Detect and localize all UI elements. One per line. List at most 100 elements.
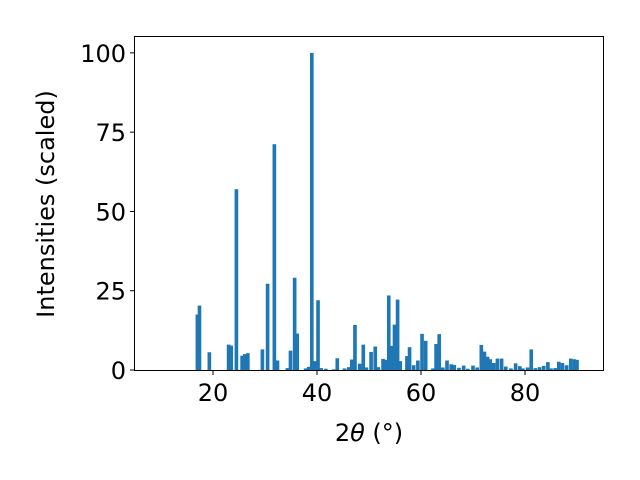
x-axis-label: 2θ (°) — [335, 419, 403, 447]
bar — [335, 358, 340, 370]
bar — [369, 351, 373, 370]
bar — [240, 355, 244, 370]
bar — [398, 361, 403, 370]
bar — [313, 361, 317, 370]
bar — [560, 363, 565, 370]
bar — [517, 366, 522, 370]
bar — [361, 344, 366, 370]
bar — [288, 350, 293, 370]
bar — [541, 365, 546, 370]
bar — [441, 367, 445, 370]
bar — [195, 314, 200, 370]
y-tick-label: 100 — [80, 40, 126, 68]
bar — [207, 352, 212, 370]
bar — [537, 367, 542, 370]
bar — [437, 334, 442, 370]
y-tick-label: 0 — [111, 357, 126, 385]
bar — [553, 368, 557, 370]
bar — [386, 295, 391, 370]
bar — [521, 368, 525, 370]
bar — [431, 368, 435, 370]
bar — [197, 305, 202, 370]
bar — [390, 345, 394, 370]
bar — [342, 368, 347, 370]
bars — [195, 52, 579, 371]
bar — [381, 358, 385, 370]
bar — [564, 365, 569, 370]
y-axis-ticks: 0 25 50 75 100 — [80, 40, 135, 385]
bar — [350, 359, 354, 370]
bar — [346, 367, 351, 370]
bar — [383, 359, 388, 370]
bar — [405, 356, 409, 370]
bar — [434, 343, 438, 370]
bar — [309, 52, 314, 371]
bar — [246, 353, 250, 370]
bar — [457, 367, 461, 370]
bar — [499, 358, 504, 370]
bar — [509, 368, 513, 370]
bar — [423, 340, 428, 370]
bar — [357, 363, 362, 370]
bar — [549, 368, 553, 370]
y-tick-label: 25 — [95, 278, 126, 306]
bar — [420, 333, 424, 370]
bar — [475, 367, 479, 370]
bar — [485, 356, 490, 370]
x-tick-label: 80 — [510, 379, 541, 407]
bar — [226, 344, 231, 370]
bar — [373, 346, 378, 370]
bar — [275, 360, 280, 370]
plot-frame — [134, 36, 604, 371]
bar — [260, 349, 265, 370]
bar — [449, 364, 453, 370]
bar — [395, 299, 400, 370]
bar — [316, 300, 320, 370]
x-tick-label: 40 — [302, 379, 333, 407]
bar — [242, 354, 247, 370]
bar — [234, 189, 239, 370]
bar — [306, 366, 311, 370]
bar — [292, 277, 297, 370]
bar — [572, 359, 577, 370]
bar — [491, 363, 496, 370]
bar — [495, 358, 500, 370]
bar — [229, 345, 234, 370]
bar — [303, 368, 308, 370]
bar — [295, 333, 300, 370]
bar — [272, 144, 277, 370]
bar — [529, 349, 534, 370]
x-tick-label: 60 — [406, 379, 437, 407]
bar — [488, 359, 492, 370]
bar — [265, 283, 270, 370]
bar — [556, 361, 561, 370]
bar — [525, 367, 530, 370]
x-axis-ticks: 20 40 60 80 — [198, 370, 541, 407]
bar — [482, 351, 487, 370]
bar — [392, 324, 397, 370]
bar — [285, 368, 290, 370]
bar — [407, 347, 412, 370]
bar — [324, 368, 328, 370]
x-tick-label: 20 — [198, 379, 229, 407]
bar — [513, 363, 518, 370]
bar — [376, 367, 381, 370]
bar — [479, 344, 484, 370]
bar — [568, 358, 573, 370]
bar — [461, 365, 466, 370]
bar — [452, 364, 457, 370]
bar — [575, 359, 579, 370]
bar — [503, 366, 508, 370]
bar — [416, 360, 420, 370]
y-tick-label: 75 — [95, 119, 126, 147]
bar — [319, 368, 323, 370]
bar — [353, 324, 357, 370]
bar — [411, 365, 416, 370]
y-tick-label: 50 — [95, 198, 126, 226]
bar — [533, 368, 538, 370]
bar — [364, 367, 369, 370]
bar — [546, 362, 550, 370]
bar — [445, 360, 449, 370]
bar — [465, 368, 470, 370]
